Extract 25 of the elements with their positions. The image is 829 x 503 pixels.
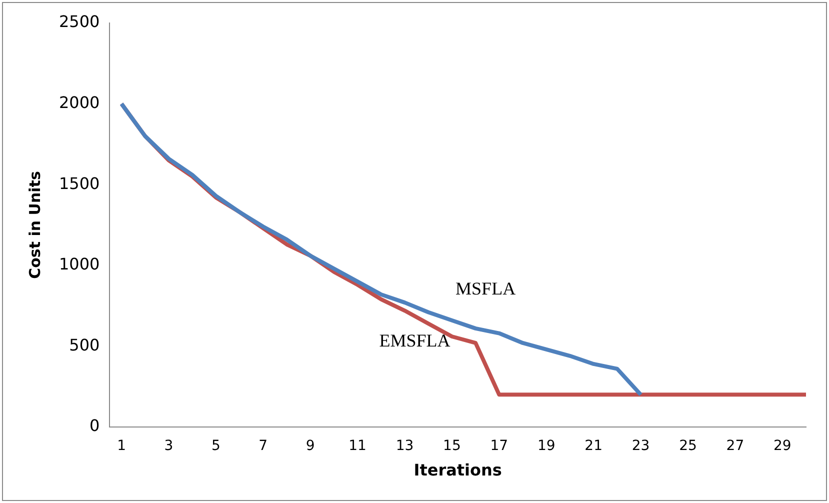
series-label: EMSFLA [379,330,450,351]
x-tick-label: 11 [348,438,366,454]
x-tick-label: 3 [164,438,174,454]
x-axis-title: Iterations [414,460,502,480]
y-axis-title: Cost in Units [26,171,44,279]
x-tick-label: 7 [258,438,268,454]
x-tick-label: 13 [396,438,414,454]
x-tick-label: 27 [726,438,744,454]
y-tick-label: 0 [90,416,100,436]
y-tick-label: 2000 [59,92,100,112]
x-tick-label: 1 [117,438,126,454]
y-tick-label: 500 [69,335,100,354]
y-tick-label: 2500 [59,12,100,32]
x-tick-label: 19 [537,438,556,454]
x-tick-label: 29 [773,438,792,454]
x-tick-label: 9 [306,438,315,454]
x-tick-label: 17 [490,438,508,454]
x-tick-label: 25 [679,438,697,454]
x-tick-label: 21 [584,438,602,454]
y-tick-label: 1000 [59,254,100,274]
y-tick-label: 1500 [59,174,100,193]
series-label: MSFLA [456,278,516,298]
x-tick-label: 5 [211,438,220,454]
x-tick-label: 15 [443,438,461,454]
x-tick-label: 23 [632,438,650,454]
